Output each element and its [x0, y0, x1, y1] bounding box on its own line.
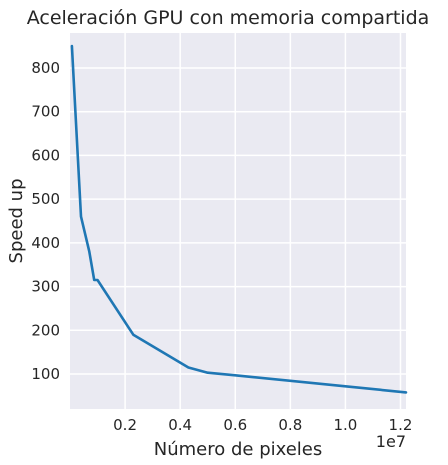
- chart-title: Aceleración GPU con memoria compartida: [27, 7, 430, 29]
- series-layer: [70, 44, 408, 394]
- x-offset-text: 1e7: [376, 432, 406, 451]
- x-tick-label: 1.0: [333, 416, 357, 434]
- y-tick-label: 300: [31, 278, 60, 296]
- x-tick-label: 0.8: [278, 416, 302, 434]
- x-tick-label: 1.2: [389, 416, 413, 434]
- x-axis-label: Número de pixeles: [154, 439, 323, 460]
- y-tick-label: 400: [31, 234, 60, 252]
- series-line: [70, 44, 408, 394]
- y-gridlines: [70, 67, 406, 375]
- y-tick-label: 800: [31, 59, 60, 77]
- plot-area: [70, 33, 406, 409]
- y-tick-label: 200: [31, 321, 60, 339]
- y-tick-label: 600: [31, 146, 60, 164]
- y-tick-labels: 100 200 300 400 500 600 700 800: [31, 59, 60, 383]
- y-tick-label: 700: [31, 103, 60, 121]
- x-gridlines: [124, 33, 402, 409]
- x-tick-label: 0.6: [223, 416, 247, 434]
- x-tick-labels: 0.2 0.4 0.6 0.8 1.0 1.2: [113, 416, 412, 434]
- y-tick-label: 500: [31, 190, 60, 208]
- y-tick-label: 100: [31, 365, 60, 383]
- x-tick-label: 0.4: [168, 416, 192, 434]
- x-tick-label: 0.2: [113, 416, 137, 434]
- y-axis-label: Speed up: [6, 179, 27, 264]
